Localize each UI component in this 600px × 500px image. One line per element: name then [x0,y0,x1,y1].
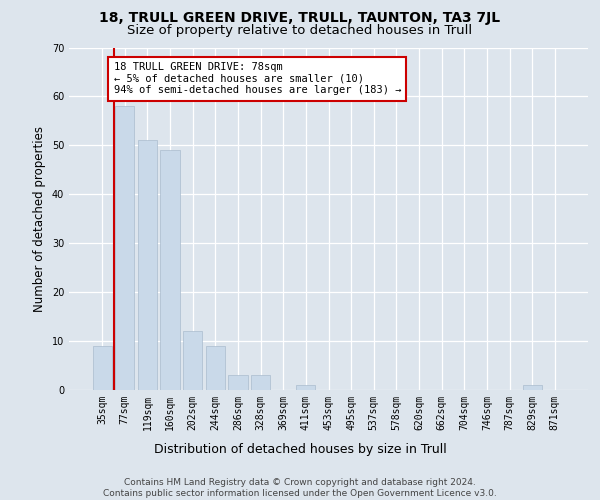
Bar [229,376,248,390]
Bar [138,140,157,390]
Bar [92,346,112,390]
Y-axis label: Number of detached properties: Number of detached properties [33,126,46,312]
Bar [251,376,270,390]
Bar [183,332,202,390]
Text: Contains HM Land Registry data © Crown copyright and database right 2024.
Contai: Contains HM Land Registry data © Crown c… [103,478,497,498]
Text: Distribution of detached houses by size in Trull: Distribution of detached houses by size … [154,442,446,456]
Bar [115,106,134,390]
Text: 18 TRULL GREEN DRIVE: 78sqm
← 5% of detached houses are smaller (10)
94% of semi: 18 TRULL GREEN DRIVE: 78sqm ← 5% of deta… [113,62,401,96]
Bar [206,346,225,390]
Bar [296,385,316,390]
Bar [160,150,180,390]
Text: Size of property relative to detached houses in Trull: Size of property relative to detached ho… [127,24,473,37]
Text: 18, TRULL GREEN DRIVE, TRULL, TAUNTON, TA3 7JL: 18, TRULL GREEN DRIVE, TRULL, TAUNTON, T… [100,11,500,25]
Bar [523,385,542,390]
